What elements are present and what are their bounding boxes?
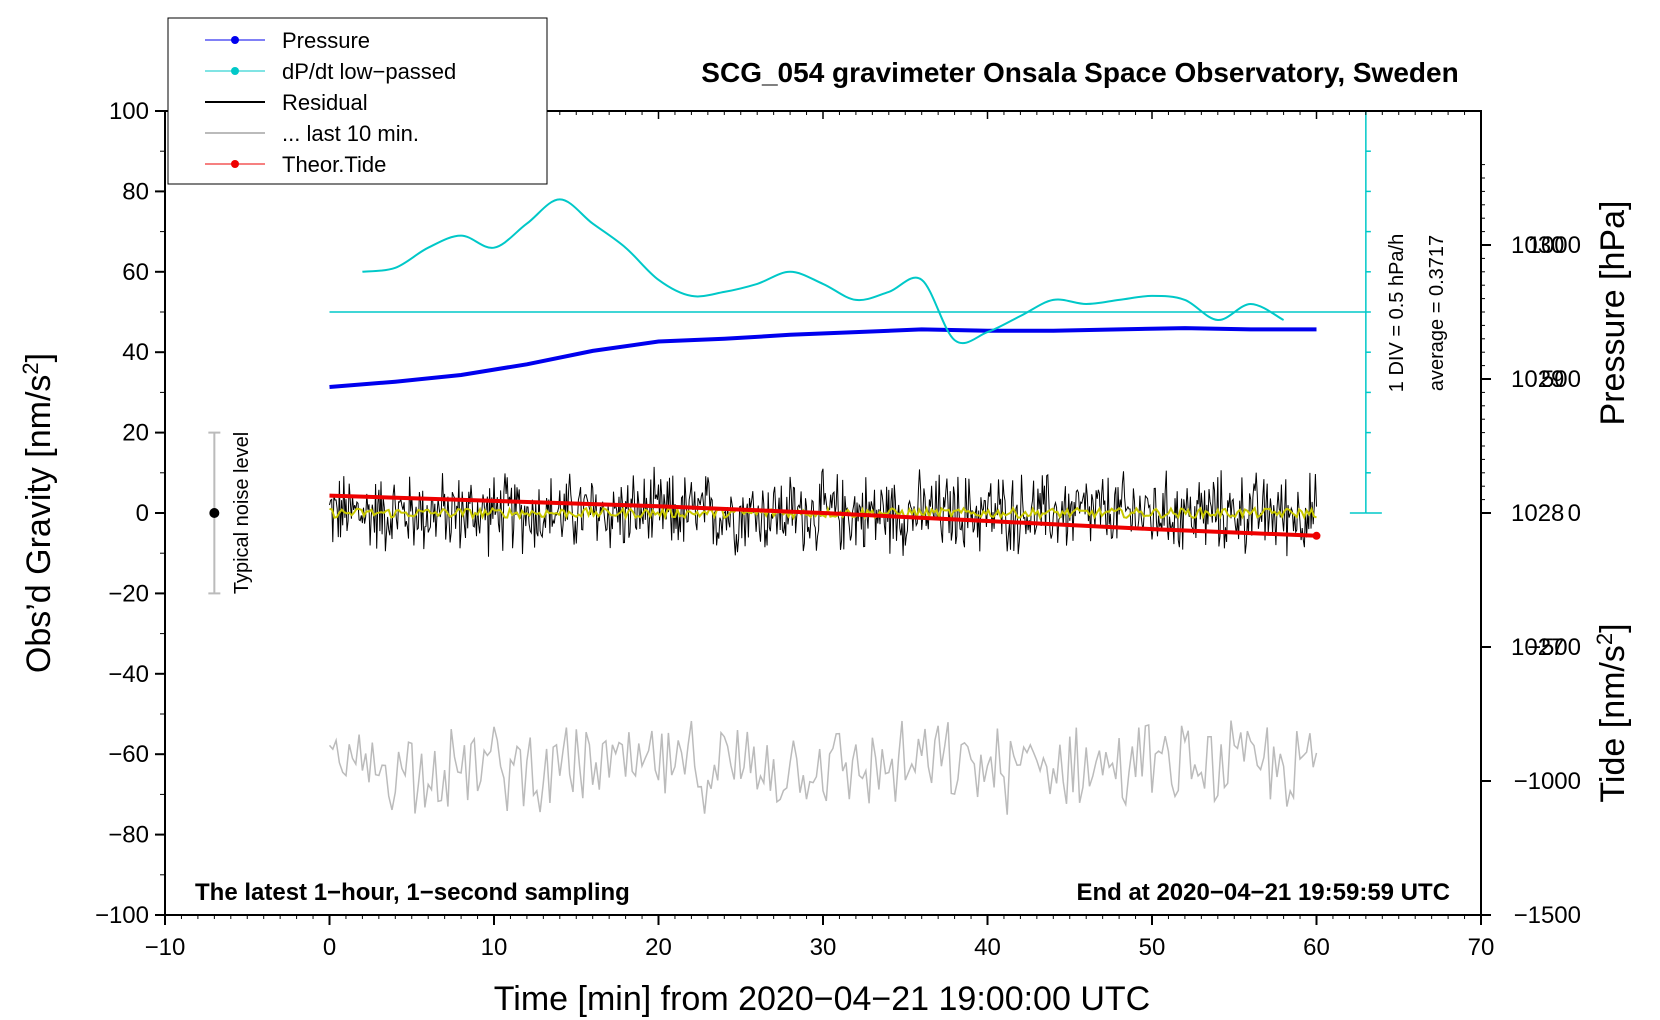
tide-tick-label: 0 (1568, 500, 1581, 527)
residual-lowpass-line (329, 505, 1317, 522)
tide-tick-label: 1000 (1528, 232, 1581, 259)
pressure-tick-label: 1030 (1511, 232, 1564, 259)
tide-tick-label: −1500 (1514, 902, 1581, 929)
y-tick-label: 60 (122, 259, 149, 286)
x-tick-label: 0 (323, 934, 336, 961)
last-10-min-line (328, 720, 1318, 815)
y-tick-label: −60 (108, 741, 149, 768)
annotation-left: The latest 1−hour, 1−second sampling (195, 879, 630, 906)
legend-label: Pressure (282, 28, 370, 53)
axes-layer: −10 0 10 20 30 40 50 60 70100806040200−20−40−60−… (95, 98, 1581, 961)
dpdt-div-label: 1 DIV = 0.5 hPa/h (1386, 234, 1408, 392)
y-tick-label: 40 (122, 339, 149, 366)
y-tick-label: 0 (136, 500, 149, 527)
x-tick-label: 40 (974, 934, 1001, 961)
x-tick-label: 70 (1468, 934, 1495, 961)
pressure-tick-label: 1028 (1511, 500, 1564, 527)
legend: Pressure dP/dt low−passed Residual ... last… (167, 17, 548, 185)
dpdt-line (362, 198, 1285, 345)
noise-level-marker (209, 508, 220, 518)
y-tick-label: 80 (122, 178, 149, 205)
dpdt-average-label: average = 0.3717 (1426, 235, 1448, 391)
y-tick-label: −100 (95, 902, 149, 929)
legend-label: ... last 10 min. (282, 121, 419, 146)
x-tick-label: 10 (481, 934, 508, 961)
pressure-tick-label: 1029 (1511, 366, 1564, 393)
y-tick-label: 20 (122, 420, 149, 447)
x-tick-label: 50 (1139, 934, 1166, 961)
y-tick-label: −20 (108, 580, 149, 607)
series-layer (208, 110, 1382, 815)
theor-tide-end-marker (1312, 531, 1321, 540)
annotation-right: End at 2020−04−21 19:59:59 UTC (1076, 879, 1450, 906)
legend-swatch-marker (231, 160, 239, 168)
y-tick-label: −40 (108, 661, 149, 688)
theor-tide-line (329, 493, 1317, 538)
tide-tick-label: −1000 (1514, 768, 1581, 795)
noise-level-label: Typical noise level (231, 432, 253, 594)
tide-tick-label: −500 (1527, 634, 1581, 661)
legend-swatch-marker (231, 36, 239, 44)
x-tick-label: 60 (1303, 934, 1330, 961)
x-tick-label: 30 (810, 934, 837, 961)
legend-label: dP/dt low−passed (282, 59, 456, 84)
x-axis-label: Time [min] from 2020−04−21 19:00:00 UTC (494, 980, 1150, 1018)
x-tick-label: 20 (645, 934, 672, 961)
legend-label: Theor.Tide (282, 152, 386, 177)
residual-line (329, 466, 1317, 557)
legend-label: Residual (282, 90, 368, 115)
chart-title: SCG_054 gravimeter Onsala Space Observat… (701, 57, 1458, 88)
y-axis-label-tide: Tide [nm/s2] (1592, 623, 1633, 802)
pressure-tick-label: 1027 (1511, 634, 1564, 661)
y-axis-label-pressure: Pressure [hPa] (1594, 201, 1632, 426)
y-axis-label-left: Obs’d Gravity [nm/s2] (18, 353, 59, 673)
pressure-line (329, 326, 1317, 389)
tide-tick-label: 500 (1541, 366, 1581, 393)
y-tick-label: 100 (109, 98, 149, 125)
x-tick-label: −10 (145, 934, 186, 961)
y-tick-label: −80 (108, 822, 149, 849)
legend-swatch-marker (231, 67, 239, 75)
